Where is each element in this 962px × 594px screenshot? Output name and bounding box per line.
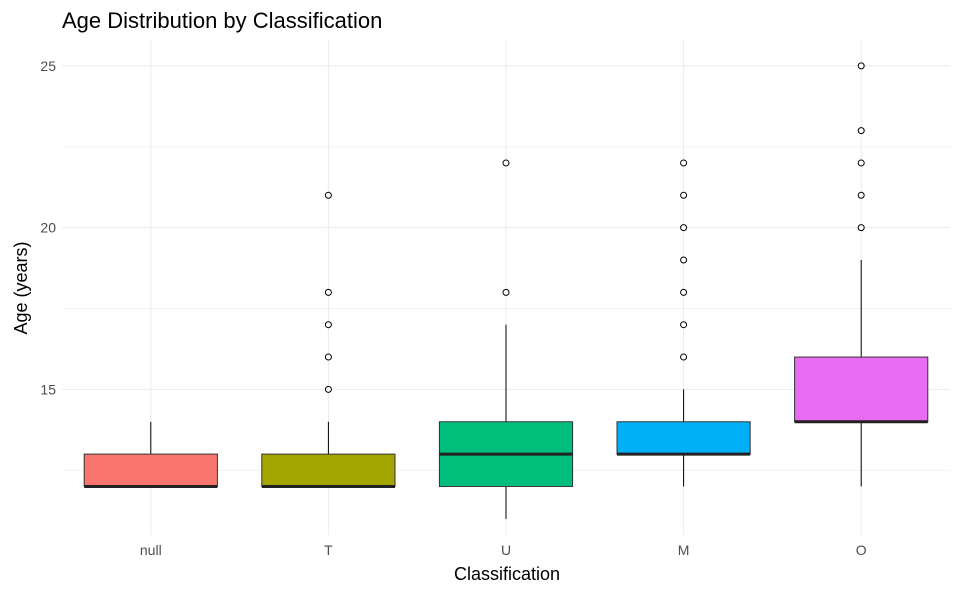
chart-title: Age Distribution by Classification bbox=[62, 8, 382, 33]
iqr-box bbox=[83, 453, 218, 487]
iqr-box bbox=[261, 453, 396, 487]
x-tick-label: U bbox=[501, 542, 511, 558]
box-group-T bbox=[261, 191, 396, 488]
outlier-point bbox=[680, 321, 688, 329]
outlier-point bbox=[680, 256, 688, 264]
x-axis-title: Classification bbox=[454, 564, 560, 584]
x-tick-label: null bbox=[140, 542, 162, 558]
outlier-point bbox=[857, 62, 865, 70]
outlier-point bbox=[502, 159, 510, 167]
outlier-point bbox=[502, 288, 510, 296]
outlier-point bbox=[680, 288, 688, 296]
outlier-point bbox=[857, 127, 865, 135]
box-group-M bbox=[616, 159, 751, 487]
outlier-point bbox=[680, 191, 688, 199]
box-layer bbox=[83, 62, 929, 519]
iqr-box bbox=[794, 356, 929, 423]
outlier-point bbox=[324, 321, 332, 329]
box-group-O bbox=[794, 62, 929, 487]
y-tick-label: 20 bbox=[40, 220, 56, 236]
x-tick-label: T bbox=[324, 542, 333, 558]
x-tick-label: O bbox=[856, 542, 867, 558]
outlier-point bbox=[857, 191, 865, 199]
y-tick-label: 15 bbox=[40, 381, 56, 397]
outlier-point bbox=[857, 159, 865, 167]
outlier-point bbox=[857, 224, 865, 232]
outlier-point bbox=[324, 288, 332, 296]
iqr-box bbox=[616, 421, 751, 455]
outlier-point bbox=[680, 159, 688, 167]
outlier-point bbox=[680, 224, 688, 232]
outlier-point bbox=[324, 353, 332, 361]
outlier-point bbox=[324, 191, 332, 199]
outlier-point bbox=[680, 353, 688, 361]
y-axis-title: Age (years) bbox=[11, 241, 31, 334]
y-tick-label: 25 bbox=[40, 58, 56, 74]
x-tick-label: M bbox=[678, 542, 690, 558]
box-group-null bbox=[83, 421, 218, 488]
outlier-point bbox=[324, 385, 332, 393]
label-layer: 15 20 25 null T U M O bbox=[40, 58, 866, 558]
box-group-U bbox=[438, 159, 574, 519]
